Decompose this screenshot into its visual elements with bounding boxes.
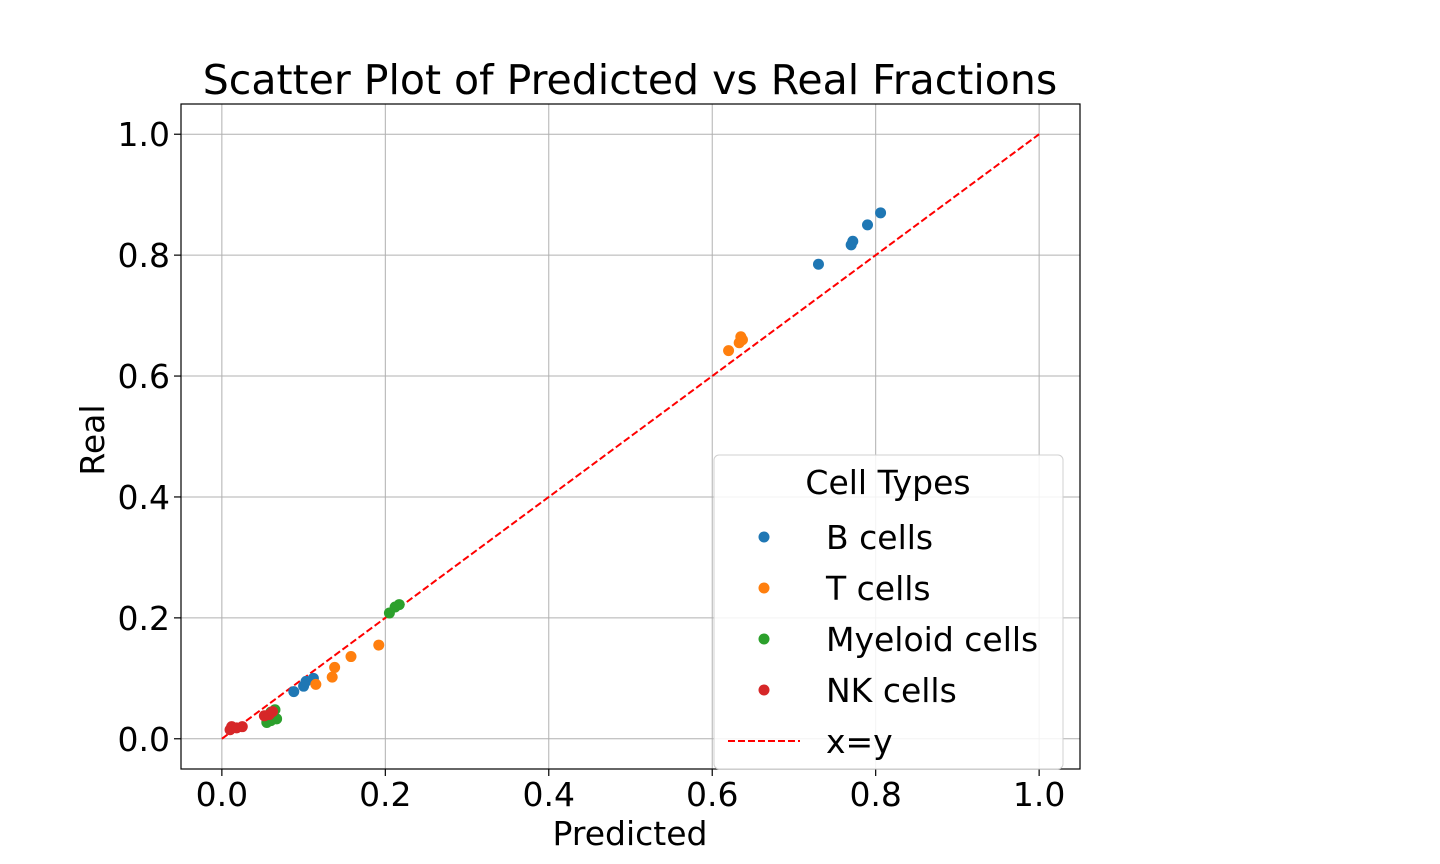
data-points xyxy=(224,207,887,736)
legend-title: Cell Types xyxy=(805,463,970,502)
legend-marker-b-cells xyxy=(758,531,770,543)
x-axis-ticks: 0.0 0.2 0.4 0.6 0.8 1.0 xyxy=(196,769,1065,814)
point-t-cells xyxy=(373,639,385,651)
grid-lines xyxy=(181,104,1080,769)
point-myeloid-cells xyxy=(393,599,405,611)
legend-label-b-cells: B cells xyxy=(826,518,933,557)
x-tick-label: 0.2 xyxy=(359,775,411,814)
point-t-cells xyxy=(310,678,322,690)
x-axis-title: Predicted xyxy=(553,814,708,853)
legend-box xyxy=(713,454,1064,770)
y-tick-label: 0.4 xyxy=(118,478,170,517)
point-t-cells xyxy=(736,334,748,346)
x-tick-label: 0.0 xyxy=(196,775,248,814)
x-tick-label: 0.8 xyxy=(849,775,901,814)
y-axis-ticks: 0.0 0.2 0.4 0.6 0.8 1.0 xyxy=(118,115,181,759)
legend-marker-myeloid-cells xyxy=(758,633,770,645)
chart-title: Scatter Plot of Predicted vs Real Fracti… xyxy=(203,56,1057,104)
point-b-cells xyxy=(812,258,824,270)
y-tick-label: 0.0 xyxy=(118,720,170,759)
legend-label-myeloid-cells: Myeloid cells xyxy=(826,620,1038,659)
point-nk-cells xyxy=(267,706,279,718)
x-tick-label: 1.0 xyxy=(1013,775,1065,814)
y-tick-label: 0.8 xyxy=(118,236,170,275)
y-tick-label: 0.2 xyxy=(118,599,170,638)
plot-frame xyxy=(180,103,1081,770)
y-tick-label: 1.0 xyxy=(118,115,170,154)
legend-marker-nk-cells xyxy=(758,684,770,696)
point-t-cells xyxy=(326,671,338,683)
point-b-cells xyxy=(847,235,859,247)
point-t-cells xyxy=(723,345,735,357)
legend-label-t-cells: T cells xyxy=(825,569,931,608)
y-axis-title: Real xyxy=(73,404,112,475)
x-tick-label: 0.4 xyxy=(523,775,575,814)
legend-items: B cells T cells Myeloid cells NK cells x=y xyxy=(728,518,1038,761)
point-b-cells xyxy=(862,219,874,231)
point-b-cells xyxy=(288,686,300,698)
point-b-cells xyxy=(875,207,887,219)
legend-label-nk-cells: NK cells xyxy=(826,671,957,710)
point-t-cells xyxy=(329,661,341,673)
point-nk-cells xyxy=(236,721,248,733)
y-tick-label: 0.6 xyxy=(118,357,170,396)
legend-marker-t-cells xyxy=(758,582,770,594)
legend-label-x-equals-y: x=y xyxy=(826,722,893,761)
legend: Cell Types B cells T cells Myeloid cells NK… xyxy=(713,454,1064,770)
point-t-cells xyxy=(345,651,357,663)
x-tick-label: 0.6 xyxy=(686,775,738,814)
